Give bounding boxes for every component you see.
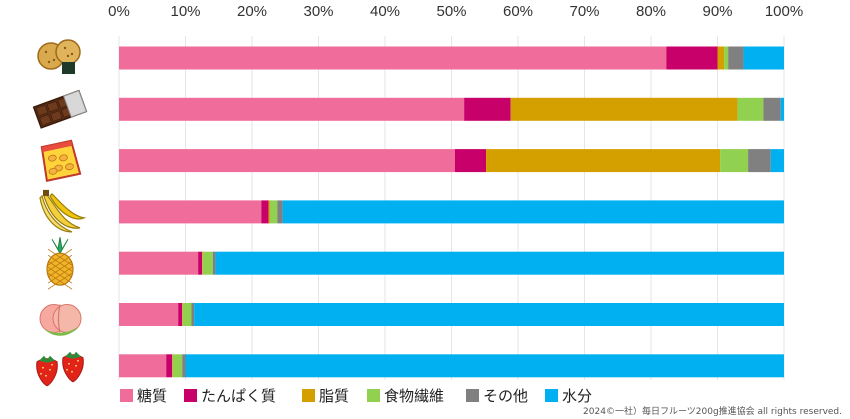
bar-segment	[185, 354, 784, 378]
bars	[119, 46, 785, 378]
x-tick-label: 10%	[170, 3, 200, 20]
category-icons	[32, 39, 88, 387]
legend-swatch	[302, 389, 315, 402]
bar-segment	[717, 46, 725, 70]
legend-item: 脂質	[302, 387, 349, 405]
bar-segment	[119, 354, 167, 378]
legend-item: 糖質	[120, 387, 167, 405]
legend-swatch	[367, 389, 380, 402]
bar-segment	[191, 303, 195, 326]
bar-segment	[666, 46, 718, 70]
strawberry-icon	[36, 351, 84, 387]
bar-segment	[269, 200, 278, 224]
bar-segment	[212, 251, 216, 275]
bar-segment	[268, 200, 270, 224]
legend-item: 食物繊維	[367, 387, 444, 405]
legend-item: 水分	[545, 387, 592, 405]
legend-label: その他	[483, 387, 528, 405]
legend-swatch	[184, 389, 197, 402]
chocolate-bar-icon	[32, 89, 88, 129]
x-tick-label: 0%	[108, 3, 130, 20]
rice-cracker-icon	[37, 39, 81, 74]
bar-segment	[119, 97, 465, 121]
x-tick-label: 100%	[765, 3, 803, 20]
legend: 糖質 たんぱく質 脂質 食物繊維 その他 水分	[120, 387, 592, 405]
legend-item: たんぱく質	[184, 387, 276, 405]
x-tick-label: 60%	[503, 3, 533, 20]
copyright-credit: 2024©一社）毎日フルーツ200g推進協会 all rights reserv…	[583, 405, 842, 417]
bar-segment	[770, 149, 784, 173]
bar-segment	[178, 303, 183, 326]
bar-segment	[510, 97, 738, 121]
bar-segment	[182, 303, 183, 326]
legend-label: 食物繊維	[384, 387, 444, 405]
bar-segment	[780, 97, 784, 121]
legend-label: 脂質	[319, 387, 349, 405]
legend-swatch	[466, 389, 479, 402]
bar-segment	[737, 97, 764, 121]
potato-chips-icon	[40, 139, 82, 182]
legend-swatch	[120, 389, 133, 402]
bar-segment	[182, 354, 186, 378]
bar-segment	[454, 149, 487, 173]
bar-segment	[720, 149, 749, 173]
bar-segment	[166, 354, 173, 378]
bar-segment	[261, 200, 269, 224]
bar-segment	[277, 200, 283, 224]
bar-segment	[282, 200, 784, 224]
legend-label: 水分	[562, 387, 592, 405]
bar-segment	[194, 303, 784, 326]
x-tick-label: 20%	[237, 3, 267, 20]
bar-segment	[202, 251, 213, 275]
x-tick-label: 50%	[436, 3, 466, 20]
legend-label: 糖質	[137, 387, 167, 405]
bar-segment	[486, 149, 721, 173]
bar-segment	[119, 149, 455, 173]
bar-segment	[202, 251, 203, 275]
legend-label: たんぱく質	[201, 387, 276, 405]
x-tick-label: 40%	[370, 3, 400, 20]
legend-item: その他	[466, 387, 528, 405]
bar-segment	[215, 251, 785, 275]
peach-icon	[39, 304, 82, 336]
bar-segment	[724, 46, 729, 70]
bar-segment	[119, 46, 667, 70]
bar-segment	[119, 251, 199, 275]
banana-icon	[39, 189, 87, 233]
bar-segment	[182, 303, 192, 326]
x-tick-label: 70%	[569, 3, 599, 20]
bar-segment	[748, 149, 771, 173]
bar-segment	[464, 97, 511, 121]
bar-segment	[119, 200, 262, 224]
bar-segment	[198, 251, 203, 275]
x-tick-label: 30%	[303, 3, 333, 20]
bar-segment	[728, 46, 744, 70]
x-tick-label: 80%	[636, 3, 666, 20]
bar-segment	[743, 46, 784, 70]
pineapple-icon	[46, 237, 74, 290]
bar-segment	[119, 303, 179, 326]
legend-swatch	[545, 389, 558, 402]
x-tick-labels: 0% 10% 20% 30% 40% 50% 60% 70% 80% 90% 100%	[108, 3, 803, 20]
bar-segment	[172, 354, 173, 378]
bar-segment	[763, 97, 781, 121]
bar-segment	[172, 354, 183, 378]
x-tick-label: 90%	[702, 3, 732, 20]
